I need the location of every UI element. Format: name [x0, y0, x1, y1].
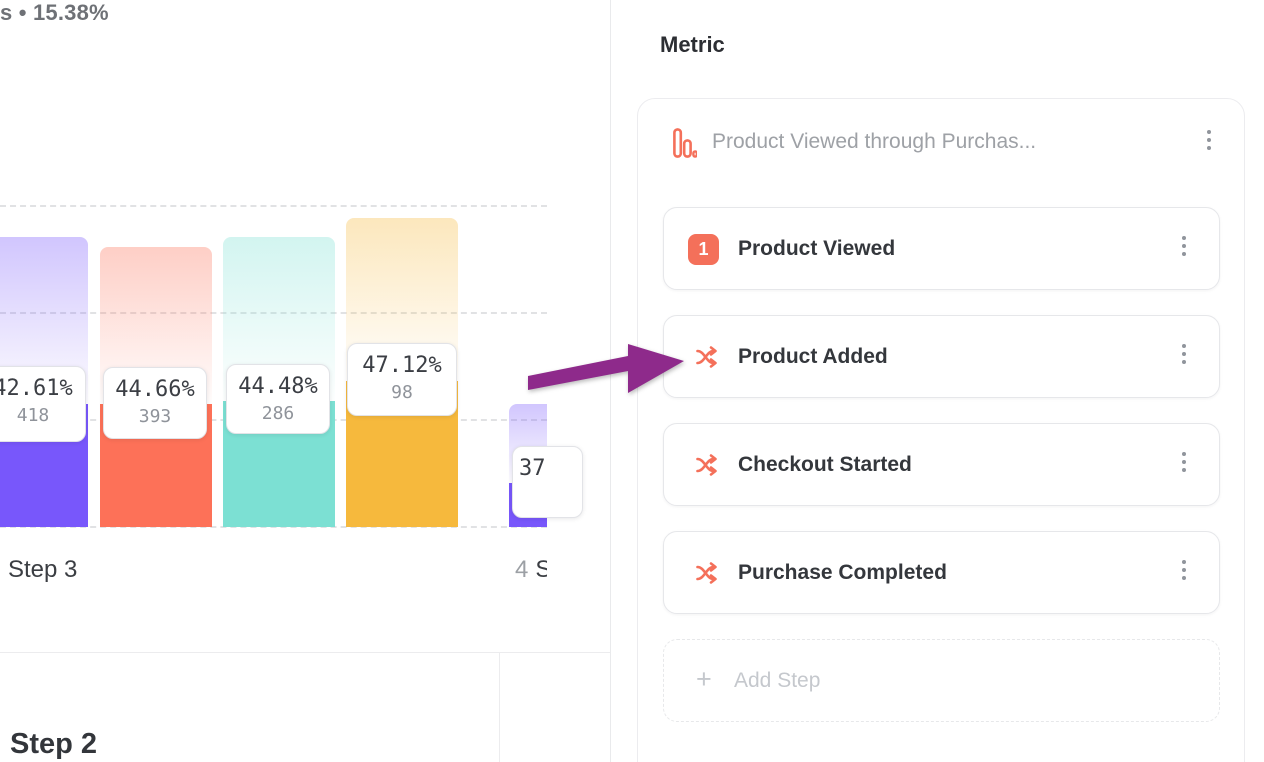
funnel-value-box: 37 [512, 446, 583, 518]
funnel-step-row[interactable]: Purchase Completed [663, 531, 1220, 614]
shuffle-icon [695, 562, 721, 589]
funnel-step-row[interactable]: Product Added [663, 315, 1220, 398]
panel-title: Metric [660, 32, 725, 57]
funnel-value-box: 47.12% 98 [347, 343, 457, 416]
conversion-percent: 37 [519, 456, 545, 481]
kebab-menu-icon[interactable] [1174, 554, 1194, 586]
kebab-menu-icon[interactable] [1174, 230, 1194, 262]
funnel-step-row[interactable]: Checkout Started [663, 423, 1220, 506]
funnel-value-box: 42.61% 418 [0, 366, 86, 442]
chart-legend-truncated: s • 15.38% [0, 0, 109, 25]
add-step-button[interactable]: + Add Step [663, 639, 1220, 722]
kebab-menu-icon[interactable] [1174, 446, 1194, 478]
step-label: Purchase Completed [738, 561, 947, 584]
gridline [0, 526, 547, 528]
funnel-chart-icon [673, 128, 698, 164]
kebab-menu-icon[interactable] [1199, 124, 1219, 156]
converted-count: 286 [261, 403, 295, 424]
conversion-percent: 44.66% [115, 377, 195, 402]
gridline [0, 205, 547, 207]
gridline [0, 312, 547, 314]
metric-title[interactable]: Product Viewed through Purchas... [712, 130, 1037, 153]
axis-step-name: Step 4 [535, 556, 547, 583]
shuffle-icon [695, 346, 721, 373]
conversion-percent: 44.48% [238, 374, 318, 399]
step-label: Checkout Started [738, 453, 912, 476]
funnel-step-row[interactable]: 1 Product Viewed [663, 207, 1220, 290]
section-divider [0, 652, 610, 653]
step-number-badge: 1 [688, 234, 719, 265]
add-step-label: Add Step [734, 669, 821, 692]
plus-icon: + [696, 664, 712, 694]
axis-step-name: Step 3 [8, 556, 78, 583]
axis-step-label: Step 3 [8, 556, 77, 584]
funnel-value-labels: 42.61% 418 44.66% 393 44.48% 286 47.12% 98 37 [0, 0, 620, 600]
converted-count: 98 [391, 382, 413, 403]
breakdown-section-title: Step 2 [10, 728, 98, 760]
kebab-menu-icon[interactable] [1174, 338, 1194, 370]
converted-count: 418 [16, 405, 50, 426]
converted-count: 393 [138, 406, 172, 427]
shuffle-icon [695, 454, 721, 481]
conversion-percent: 42.61% [0, 376, 73, 401]
table-column-divider [499, 653, 500, 762]
axis-step-label: 4 Step 4 [515, 556, 547, 584]
funnel-value-box: 44.66% 393 [103, 367, 207, 439]
funnel-value-box: 44.48% 286 [226, 364, 330, 434]
step-label: Product Viewed [738, 237, 896, 260]
conversion-percent: 47.12% [362, 353, 442, 378]
axis-step-index: 4 [515, 556, 529, 583]
step-label: Product Added [738, 345, 888, 368]
panel-divider [610, 0, 611, 762]
